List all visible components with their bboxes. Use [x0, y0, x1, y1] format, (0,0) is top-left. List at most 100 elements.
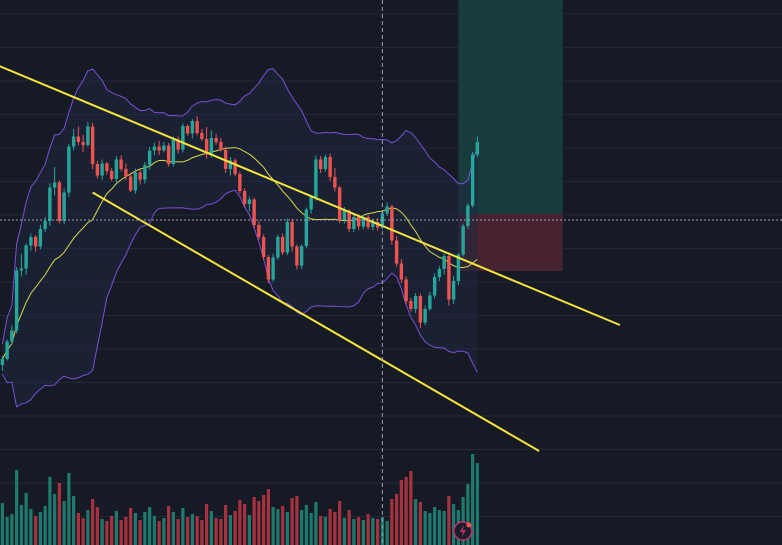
candle-body	[475, 142, 480, 155]
volume-bar	[409, 471, 413, 545]
candle-body	[337, 187, 342, 220]
volume-bar	[247, 515, 251, 545]
bollinger-bands	[1, 68, 478, 408]
candle-body	[128, 176, 133, 191]
candle-body	[238, 174, 242, 191]
volume-bar	[319, 516, 323, 545]
volume-bar	[48, 477, 52, 545]
volume-bar	[86, 510, 90, 545]
volume-bar	[119, 520, 123, 545]
volume-bars	[0, 454, 479, 545]
volume-bar	[29, 509, 33, 545]
candle-body	[105, 163, 109, 171]
candle-body	[43, 221, 47, 229]
volume-bar	[129, 508, 133, 545]
candle-body	[81, 142, 85, 145]
volume-bar	[200, 520, 204, 545]
lower-trendline	[92, 191, 540, 452]
volume-bar	[19, 505, 23, 545]
volume-bar	[10, 514, 14, 545]
volume-bar	[252, 497, 256, 545]
volume-bar	[243, 504, 247, 545]
volume-bar	[43, 506, 47, 545]
candle-body	[147, 150, 152, 165]
volume-bar	[167, 506, 171, 545]
volume-bar	[190, 514, 194, 545]
candle-body	[456, 254, 461, 281]
candle-body	[190, 121, 195, 134]
volume-bar	[24, 493, 28, 545]
candle-body	[24, 245, 28, 269]
candle-body	[171, 139, 176, 164]
trend-channel[interactable]	[0, 48, 621, 452]
volume-bar	[110, 516, 114, 545]
candle-body	[214, 138, 218, 142]
candle-body	[0, 359, 5, 365]
volume-bar	[262, 495, 266, 545]
volume-bar	[428, 513, 432, 545]
alert-button[interactable]	[453, 521, 473, 541]
volume-bar	[5, 517, 9, 545]
volume-bar	[361, 520, 365, 545]
candle-body	[33, 237, 38, 247]
volume-bar	[414, 499, 418, 545]
candle-body	[323, 157, 328, 169]
candle-body	[29, 237, 33, 246]
candle-body	[14, 270, 19, 331]
candle-body	[423, 309, 427, 323]
candle-body	[285, 222, 290, 253]
volume-bar	[281, 506, 285, 545]
volume-bar	[466, 484, 470, 545]
candle-body	[356, 217, 361, 227]
candle-body	[366, 217, 370, 227]
candle-body	[19, 268, 24, 271]
candle-body	[280, 237, 285, 253]
volume-bar	[314, 502, 318, 545]
candle-body	[119, 159, 123, 169]
volume-bar	[181, 508, 185, 545]
volume-bar	[328, 509, 332, 545]
candle-body	[247, 199, 252, 204]
candle-body	[271, 257, 275, 280]
volume-bar	[352, 519, 356, 545]
volume-bar	[195, 516, 199, 545]
volume-bar	[176, 519, 180, 545]
volume-bar	[171, 512, 175, 545]
volume-bar	[15, 470, 19, 545]
volume-bar	[0, 503, 4, 545]
candle-body	[138, 172, 142, 180]
volume-bar	[390, 499, 394, 545]
volume-bar	[53, 494, 57, 545]
volume-bar	[100, 519, 104, 545]
candle-body	[461, 226, 465, 255]
volume-bar	[148, 507, 152, 545]
candle-body	[309, 197, 313, 210]
volume-bar	[271, 507, 275, 545]
candle-body	[38, 229, 43, 247]
candle-body	[328, 157, 332, 177]
candle-body	[318, 159, 323, 169]
candle-body	[252, 199, 256, 225]
candle-body	[447, 256, 451, 300]
volume-bar	[105, 521, 109, 545]
volume-bar	[347, 510, 351, 545]
volume-bar	[62, 501, 66, 545]
candle-body	[342, 210, 347, 220]
volume-bar	[143, 512, 147, 545]
volume-bar	[300, 510, 304, 545]
volume-bar	[257, 501, 261, 545]
candle-body	[432, 277, 437, 296]
candle-body	[114, 159, 119, 179]
candle-body	[48, 187, 52, 221]
candle-body	[195, 121, 199, 133]
volume-bar	[219, 519, 223, 545]
volume-bar	[67, 473, 71, 545]
volume-bar	[423, 511, 427, 545]
volume-bar	[385, 521, 389, 545]
volume-bar	[95, 507, 99, 545]
candle-body	[470, 154, 475, 206]
volume-bar	[72, 496, 76, 545]
volume-bar	[76, 513, 80, 545]
